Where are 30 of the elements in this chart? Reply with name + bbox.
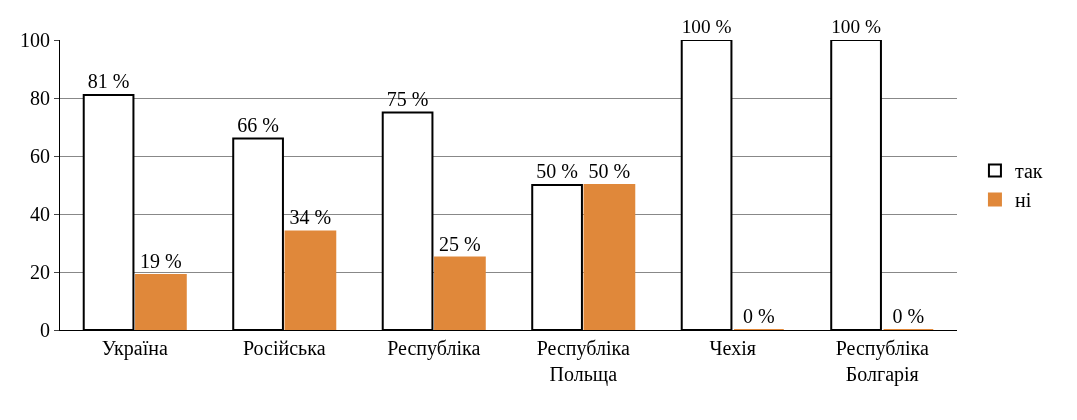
bar <box>284 230 337 330</box>
data-label: 34 % <box>289 206 332 229</box>
x-tick-label: Російська <box>242 337 326 359</box>
data-label: 81 % <box>87 70 130 93</box>
data-label: 100 % <box>831 16 881 38</box>
legend-label: так <box>1014 160 1043 183</box>
data-label: 19 % <box>140 249 182 272</box>
x-tick-label: Україна <box>101 337 168 360</box>
data-label: 100 % <box>681 16 732 38</box>
y-tick-label: 100 <box>20 29 50 51</box>
data-label: 75 % <box>386 87 429 110</box>
bar <box>135 273 187 330</box>
bar <box>583 184 636 330</box>
data-label: 0 % <box>892 305 925 327</box>
data-label: 25 % <box>439 232 481 255</box>
y-tick-label: 40 <box>30 203 50 225</box>
bar <box>434 256 486 330</box>
y-tick-label: 0 <box>40 319 50 341</box>
data-label: 50 % <box>536 160 578 182</box>
data-label: 0 % <box>743 305 775 327</box>
data-label: 50 % <box>588 160 631 182</box>
x-tick-label: Чехія <box>709 337 756 359</box>
y-tick-label: 80 <box>30 87 50 109</box>
y-tick-label: 60 <box>30 145 50 167</box>
data-label: 66 % <box>237 113 279 136</box>
x-tick-label: Республіка Польща <box>536 337 630 386</box>
x-tick-label: Республіка <box>387 337 481 360</box>
legend-label: ні <box>1014 189 1032 212</box>
x-tick-label: Республіка Болгарія <box>835 337 929 386</box>
y-tick-label: 20 <box>30 261 50 283</box>
